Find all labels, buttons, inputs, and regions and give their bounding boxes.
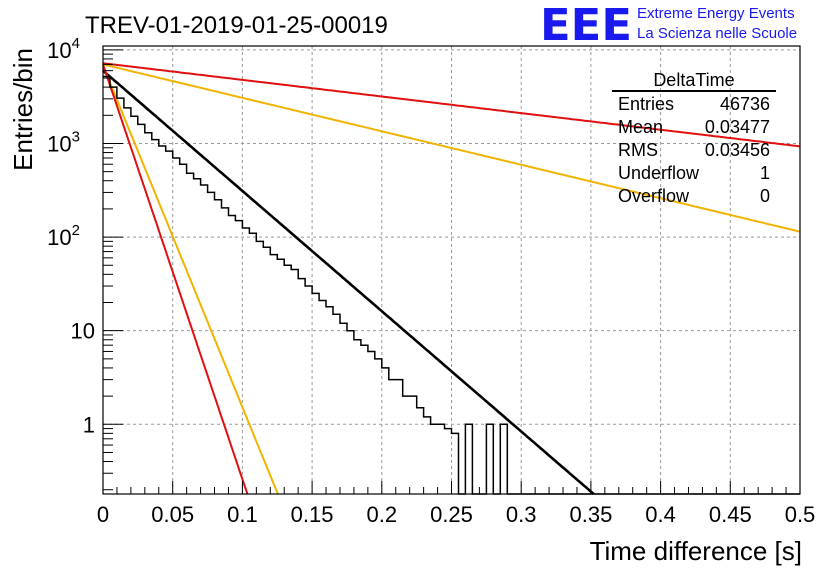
logo-letters: EEE [540,0,632,51]
x-tick-label: 0.45 [709,502,752,527]
chart-title: TREV-01-2019-01-25-00019 [85,12,388,39]
stats-value-entries: 46736 [720,94,770,114]
x-tick-label: 0.3 [506,502,537,527]
y-tick-label: 10 [71,319,95,344]
fit-curve [102,69,595,495]
y-tick-label: 1 [83,412,95,437]
y-tick-label: 104 [47,35,80,63]
y-axis-title: Entries/bin [8,48,38,171]
y-tick-label: 102 [47,222,80,250]
x-axis-title: Time difference [s] [590,536,802,566]
x-tick-label: 0.1 [227,502,258,527]
stats-value-rms: 0.03456 [705,140,770,160]
axes: 0 0.05 0.1 0.15 0.2 0.25 0.3 0.35 0.4 0.45 0.51101… [47,35,815,527]
stats-label-overflow: Overflow [618,186,690,206]
grid [103,46,800,494]
stats-value-underflow: 1 [760,163,770,183]
x-tick-label: 0.05 [151,502,194,527]
stats-value-overflow: 0 [760,186,770,206]
curves [102,62,801,495]
fit-curve [102,64,249,495]
stats-value-mean: 0.03477 [705,117,770,137]
x-tick-label: 0.35 [569,502,612,527]
stats-label-underflow: Underflow [618,163,700,183]
stats-box: DeltaTime Entries 46736 Mean 0.03477 RMS… [612,70,776,206]
stats-label-entries: Entries [618,94,674,114]
eee-logo: EEE Extreme Energy Events La Scienza nel… [540,0,797,51]
x-tick-label: 0.4 [645,502,676,527]
x-tick-label: 0 [97,502,109,527]
x-tick-label: 0.15 [291,502,334,527]
y-tick-label: 103 [47,128,80,156]
fit-curve [102,62,801,148]
stats-title: DeltaTime [653,70,734,90]
x-tick-label: 0.25 [430,502,473,527]
stats-label-mean: Mean [618,117,663,137]
logo-line-1: Extreme Energy Events [637,5,795,22]
fit-curve [102,63,801,233]
logo-line-2: La Scienza nelle Scuole [637,25,797,42]
x-tick-label: 0.2 [367,502,398,527]
fit-curve [102,65,279,495]
x-tick-label: 0.5 [785,502,816,527]
stats-label-rms: RMS [618,140,658,160]
